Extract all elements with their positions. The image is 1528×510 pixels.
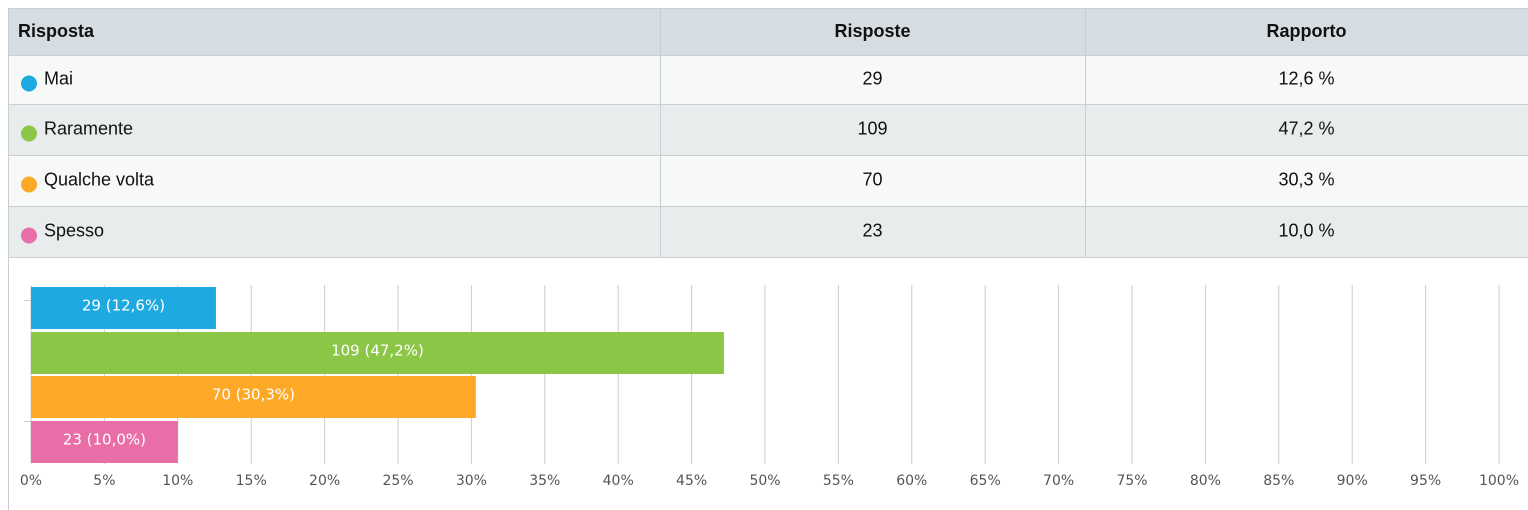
x-tick-label: 45% <box>676 473 707 489</box>
column-header: Risposte <box>834 21 910 41</box>
x-tick-label: 10% <box>162 473 193 489</box>
x-tick-label: 40% <box>603 473 634 489</box>
x-tick-label: 65% <box>970 473 1001 489</box>
legend-dot <box>21 125 37 142</box>
table-cell: Mai <box>44 68 73 88</box>
table-cell: 12,6 % <box>1278 68 1334 88</box>
table-cell: Spesso <box>44 220 104 240</box>
bar <box>31 421 178 463</box>
table-cell: Raramente <box>44 118 133 138</box>
column-header: Risposta <box>18 21 95 41</box>
table-cell: 29 <box>862 68 882 88</box>
x-tick-label: 90% <box>1337 473 1368 489</box>
legend-dot <box>21 75 37 92</box>
bar <box>31 332 724 374</box>
table-cell: 109 <box>857 118 887 138</box>
column-header: Rapporto <box>1267 21 1347 41</box>
x-tick-label: 80% <box>1190 473 1221 489</box>
table-cell: 47,2 % <box>1278 118 1334 138</box>
x-tick-label: 0% <box>20 473 42 489</box>
table-row <box>8 206 1528 257</box>
legend-dot <box>21 227 37 244</box>
table-cell: 30,3 % <box>1278 169 1334 189</box>
header-row <box>8 8 1528 55</box>
x-tick-label: 35% <box>529 473 560 489</box>
table-row <box>8 104 1528 155</box>
x-tick-label: 15% <box>236 473 267 489</box>
bar-value-label: 23 (10,0%) <box>63 431 146 449</box>
bar-value-label: 70 (30,3%) <box>212 386 295 404</box>
x-tick-label: 60% <box>896 473 927 489</box>
bar-value-label: 109 (47,2%) <box>331 342 424 360</box>
bar <box>31 376 476 418</box>
x-tick-label: 50% <box>749 473 780 489</box>
table-row <box>8 55 1528 104</box>
x-tick-label: 70% <box>1043 473 1074 489</box>
legend-dot <box>21 176 37 193</box>
table-cell: 10,0 % <box>1278 220 1334 240</box>
table-row <box>8 155 1528 206</box>
x-tick-label: 75% <box>1116 473 1147 489</box>
x-tick-label: 25% <box>382 473 413 489</box>
table-cell: Qualche volta <box>44 169 155 189</box>
x-tick-label: 85% <box>1263 473 1294 489</box>
bar-value-label: 29 (12,6%) <box>82 297 165 315</box>
x-tick-label: 95% <box>1410 473 1441 489</box>
x-tick-label: 5% <box>93 473 115 489</box>
table-cell: 23 <box>862 220 882 240</box>
x-tick-label: 30% <box>456 473 487 489</box>
bar <box>31 287 216 329</box>
table-cell: 70 <box>862 169 882 189</box>
x-tick-label: 100% <box>1479 473 1519 489</box>
x-tick-label: 20% <box>309 473 340 489</box>
x-tick-label: 55% <box>823 473 854 489</box>
